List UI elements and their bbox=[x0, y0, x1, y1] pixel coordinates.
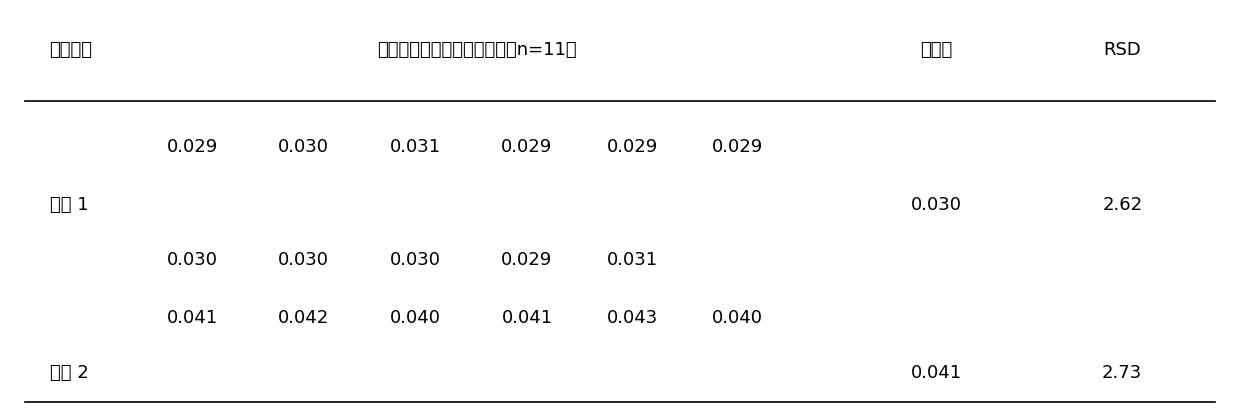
Text: 试样 2: 试样 2 bbox=[50, 364, 88, 382]
Text: 平均值: 平均值 bbox=[920, 41, 952, 59]
Text: 0.041: 0.041 bbox=[910, 364, 962, 382]
Text: 0.031: 0.031 bbox=[389, 138, 441, 155]
Text: 2.73: 2.73 bbox=[1102, 364, 1142, 382]
Text: 2.62: 2.62 bbox=[1102, 197, 1142, 214]
Text: 0.043: 0.043 bbox=[606, 310, 658, 327]
Text: 0.030: 0.030 bbox=[910, 197, 962, 214]
Text: 0.029: 0.029 bbox=[501, 138, 553, 155]
Text: 0.029: 0.029 bbox=[501, 251, 553, 269]
Text: 0.041: 0.041 bbox=[501, 310, 553, 327]
Text: 0.030: 0.030 bbox=[278, 251, 330, 269]
Text: 0.040: 0.040 bbox=[389, 310, 441, 327]
Text: 0.042: 0.042 bbox=[278, 310, 330, 327]
Text: 0.029: 0.029 bbox=[712, 138, 764, 155]
Text: 0.040: 0.040 bbox=[712, 310, 764, 327]
Text: 0.029: 0.029 bbox=[606, 138, 658, 155]
Text: 0.030: 0.030 bbox=[389, 251, 441, 269]
Text: 0.030: 0.030 bbox=[278, 138, 330, 155]
Text: 0.029: 0.029 bbox=[166, 138, 218, 155]
Text: 0.030: 0.030 bbox=[166, 251, 218, 269]
Text: 0.031: 0.031 bbox=[606, 251, 658, 269]
Text: 铬钝化废液中铬含量检测值（n=11）: 铬钝化废液中铬含量检测值（n=11） bbox=[378, 41, 577, 59]
Text: 试样编号: 试样编号 bbox=[50, 41, 93, 59]
Text: 0.041: 0.041 bbox=[166, 310, 218, 327]
Text: RSD: RSD bbox=[1104, 41, 1141, 59]
Text: 试样 1: 试样 1 bbox=[50, 197, 88, 214]
